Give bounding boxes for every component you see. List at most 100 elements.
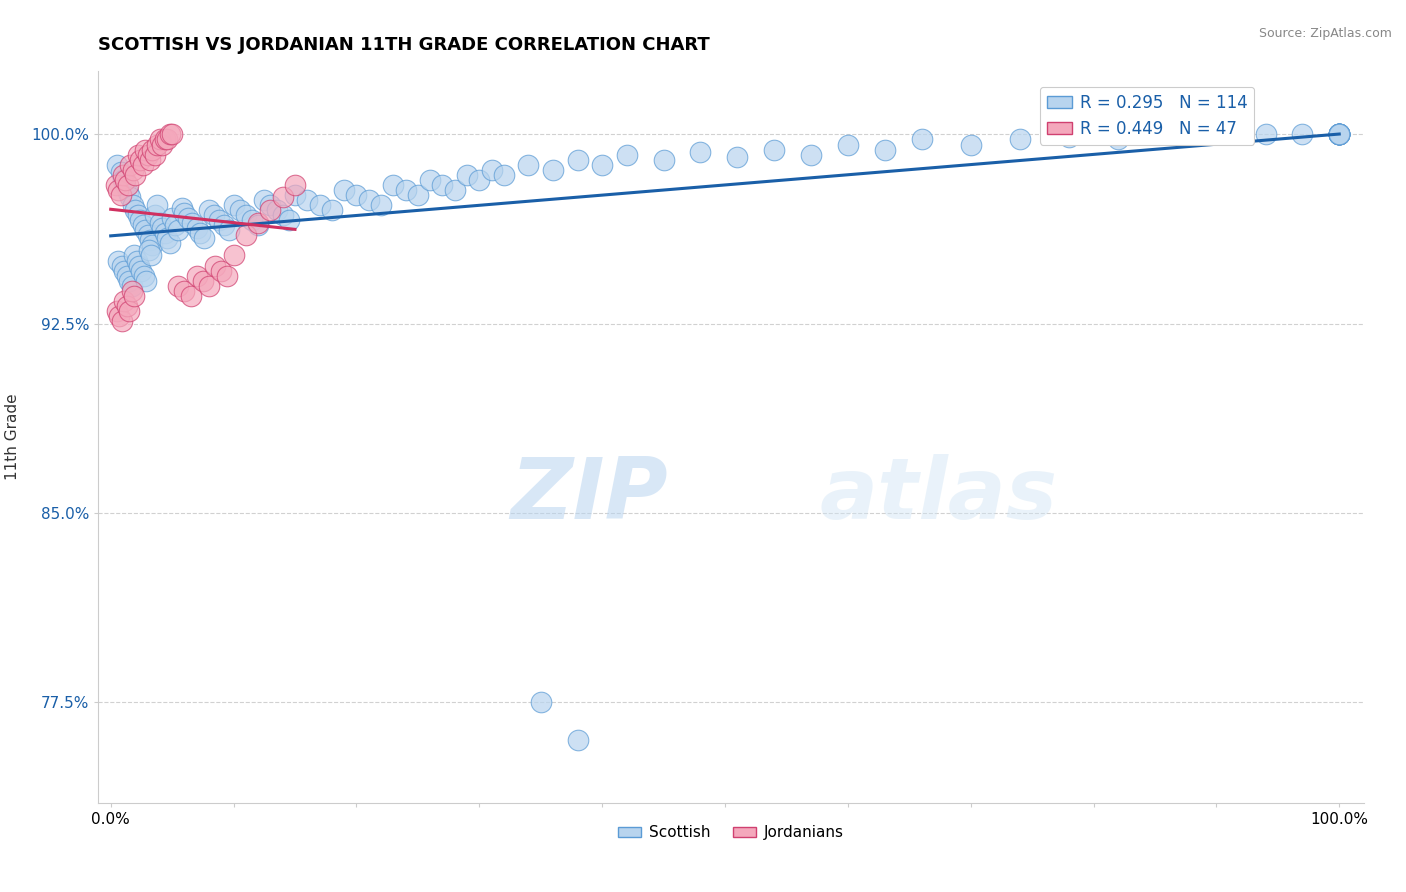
Point [124,168,146,182]
Point [591,158,613,172]
Point [117,178,139,192]
Point [235,228,257,243]
Point [1254,128,1277,142]
Point [284,188,307,202]
Point [567,153,589,167]
Point [191,274,214,288]
Point [616,147,638,161]
Point [228,203,250,218]
Point [1329,128,1351,142]
Point [131,158,153,172]
Text: Source: ZipAtlas.com: Source: ZipAtlas.com [1258,27,1392,40]
Point [202,208,225,222]
Point [131,263,153,277]
Point [247,216,270,230]
Point [141,248,163,262]
Point [193,231,215,245]
Point [370,198,392,212]
Point [1329,128,1351,142]
Point [120,158,142,172]
Point [117,186,139,200]
Point [394,183,416,197]
Point [910,132,932,146]
Point [266,203,288,218]
Point [121,198,143,212]
Point [763,143,786,157]
Point [112,293,135,308]
Point [115,268,138,283]
Point [186,220,208,235]
Point [120,190,142,204]
Point [212,218,235,232]
Point [124,203,146,218]
Point [141,238,163,252]
Point [1329,128,1351,142]
Point [217,268,239,283]
Point [146,137,169,152]
Point [530,695,553,709]
Point [150,220,173,235]
Point [153,226,176,240]
Point [153,132,176,146]
Point [208,213,231,227]
Point [1329,128,1351,142]
Point [121,162,143,177]
Point [456,168,478,182]
Point [149,216,172,230]
Point [163,218,186,232]
Legend: Scottish, Jordanians: Scottish, Jordanians [612,819,851,847]
Point [115,299,138,313]
Point [344,188,367,202]
Point [111,314,134,328]
Point [259,203,281,218]
Point [235,208,257,222]
Point [297,193,319,207]
Point [492,168,515,182]
Point [122,248,145,262]
Point [146,198,169,212]
Point [118,304,141,318]
Point [104,178,127,192]
Point [127,147,149,161]
Text: SCOTTISH VS JORDANIAN 11TH GRADE CORRELATION CHART: SCOTTISH VS JORDANIAN 11TH GRADE CORRELA… [98,36,710,54]
Point [167,223,190,237]
Point [173,284,195,298]
Point [180,216,202,230]
Point [128,259,150,273]
Point [1329,128,1351,142]
Point [110,188,132,202]
Point [186,268,208,283]
Point [357,193,380,207]
Point [725,150,748,164]
Point [134,143,156,157]
Point [1329,128,1351,142]
Point [105,158,128,172]
Point [1329,128,1351,142]
Point [873,143,896,157]
Point [132,268,155,283]
Point [131,218,153,232]
Point [136,228,159,243]
Point [481,162,503,177]
Point [308,198,330,212]
Point [240,213,263,227]
Point [259,198,281,212]
Point [198,203,221,218]
Point [160,211,183,225]
Point [432,178,454,192]
Point [114,173,136,187]
Point [222,248,245,262]
Point [689,145,711,159]
Point [271,208,294,222]
Point [382,178,405,192]
Point [222,198,245,212]
Point [122,289,145,303]
Point [173,205,195,219]
Point [121,278,143,293]
Point [959,137,981,152]
Point [143,147,166,161]
Point [1329,128,1351,142]
Point [159,235,181,250]
Point [517,158,540,172]
Point [1205,128,1227,142]
